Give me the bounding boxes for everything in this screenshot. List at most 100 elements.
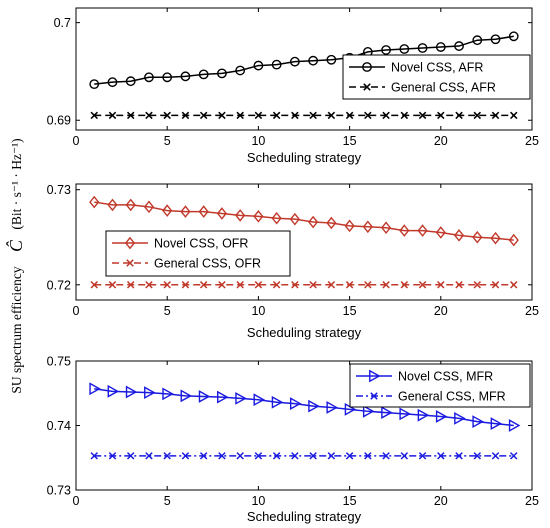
data-point-marker (125, 198, 136, 212)
data-point-marker (162, 72, 173, 83)
data-point-marker (236, 111, 244, 120)
data-point-marker (144, 386, 156, 399)
data-point-marker (381, 406, 393, 419)
data-point-marker (417, 408, 430, 422)
data-point-marker (473, 111, 482, 120)
data-point-marker (309, 452, 317, 460)
data-point-marker (455, 281, 463, 289)
x-tick-label: 5 (164, 134, 171, 148)
data-point-marker (89, 79, 100, 90)
data-point-marker (126, 452, 135, 460)
data-point-marker (253, 60, 264, 71)
data-point-marker (180, 205, 191, 218)
data-point-marker (473, 281, 482, 289)
data-point-marker (199, 281, 208, 289)
data-point-marker (254, 452, 263, 460)
x-tick-label: 25 (525, 304, 539, 318)
data-point-marker (180, 71, 191, 82)
legend-box (105, 230, 291, 277)
data-point-marker (144, 72, 154, 83)
data-point-marker (437, 111, 445, 120)
data-point-marker (107, 77, 118, 88)
legend-box (342, 54, 531, 100)
data-point-marker (491, 452, 500, 460)
y-tick-label: 0.69 (47, 114, 71, 128)
y-tick-label: 0.75 (47, 355, 71, 369)
x-axis-label: Scheduling strategy (247, 509, 362, 524)
data-point-marker (198, 205, 209, 218)
data-point-marker (455, 111, 463, 120)
data-point-marker (490, 417, 503, 430)
data-point-marker (235, 65, 246, 76)
data-point-marker (345, 452, 354, 460)
data-point-marker (364, 452, 372, 460)
legend: Novel CSS, MFR General CSS, MFR (349, 363, 531, 408)
data-point-marker (490, 231, 501, 245)
data-point-marker (126, 281, 135, 289)
data-point-marker (308, 399, 320, 413)
legend-entry-label: General CSS, MFR (398, 390, 506, 404)
legend-box (349, 363, 531, 408)
data-point-marker (418, 111, 427, 120)
y-axis-label-symbol: Ĉ (5, 239, 26, 252)
data-point-marker (345, 281, 354, 289)
data-point-marker (380, 221, 392, 235)
data-point-marker (399, 44, 410, 54)
legend-marker-sample (126, 259, 134, 267)
data-point-marker (344, 219, 355, 233)
chart-panel-3: 0 5 10 15 20 25 0.73 0.74 0.75 Scheduling strateg… (47, 355, 539, 525)
data-point-marker (163, 452, 171, 460)
data-point-marker (399, 224, 410, 237)
x-tick-label: 5 (164, 304, 171, 318)
data-point-marker (508, 233, 519, 247)
legend-entry-label: Novel CSS, OFR (154, 237, 248, 251)
x-tick-label: 15 (343, 134, 357, 148)
data-point-marker (289, 397, 302, 410)
data-point-marker (472, 415, 484, 429)
data-point-marker (90, 111, 98, 120)
data-point-marker (216, 207, 228, 220)
data-point-marker (199, 452, 208, 460)
data-point-marker (163, 111, 171, 120)
data-point-marker (490, 34, 501, 45)
data-point-marker (326, 54, 337, 65)
data-point-marker (435, 410, 448, 423)
data-point-marker (181, 452, 190, 460)
data-point-marker (162, 204, 173, 217)
data-point-marker (400, 281, 409, 289)
data-point-marker (253, 210, 264, 223)
legend-marker-sample (363, 83, 371, 91)
y-tick-label: 0.74 (47, 419, 71, 433)
chart-panel-2: 0 5 10 15 20 25 0.72 0.73 Scheduling strategy Nov… (47, 183, 539, 340)
x-tick-label: 20 (434, 494, 448, 508)
data-point-marker (90, 281, 98, 289)
data-point-marker (437, 281, 445, 289)
data-point-marker (272, 111, 281, 120)
data-point-marker (90, 452, 98, 460)
data-point-marker (289, 56, 300, 67)
x-tick-label: 10 (251, 494, 265, 508)
data-point-marker (236, 281, 244, 289)
data-point-marker (417, 224, 428, 237)
legend-entry-label: General CSS, AFR (391, 81, 496, 95)
chart-panel-1: 0 5 10 15 20 25 0.69 0.7 Scheduling strategy Nove… (47, 7, 539, 165)
data-point-marker (181, 111, 190, 120)
data-point-marker (291, 281, 299, 289)
data-point-marker (454, 41, 464, 51)
legend: Novel CSS, OFR General CSS, OFR (105, 230, 291, 277)
data-point-marker (362, 404, 375, 418)
legend-marker-sample (362, 62, 372, 72)
data-point-marker (145, 452, 153, 460)
data-point-marker (309, 111, 317, 120)
legend-entry-label: Novel CSS, MFR (398, 370, 493, 384)
data-point-marker (437, 452, 445, 460)
data-point-marker (508, 31, 519, 42)
data-point-marker (125, 76, 136, 87)
data-point-marker (472, 230, 483, 244)
shared-y-axis-label: SU spectrum efficiency Ĉ (Bit · s⁻¹ · Hz… (5, 138, 26, 393)
series-line-1 (94, 35, 514, 85)
x-tick-label: 0 (73, 304, 80, 318)
y-axis-label-text: SU spectrum efficiency (9, 266, 24, 393)
data-point-marker (309, 281, 317, 289)
x-tick-label: 15 (343, 494, 357, 508)
